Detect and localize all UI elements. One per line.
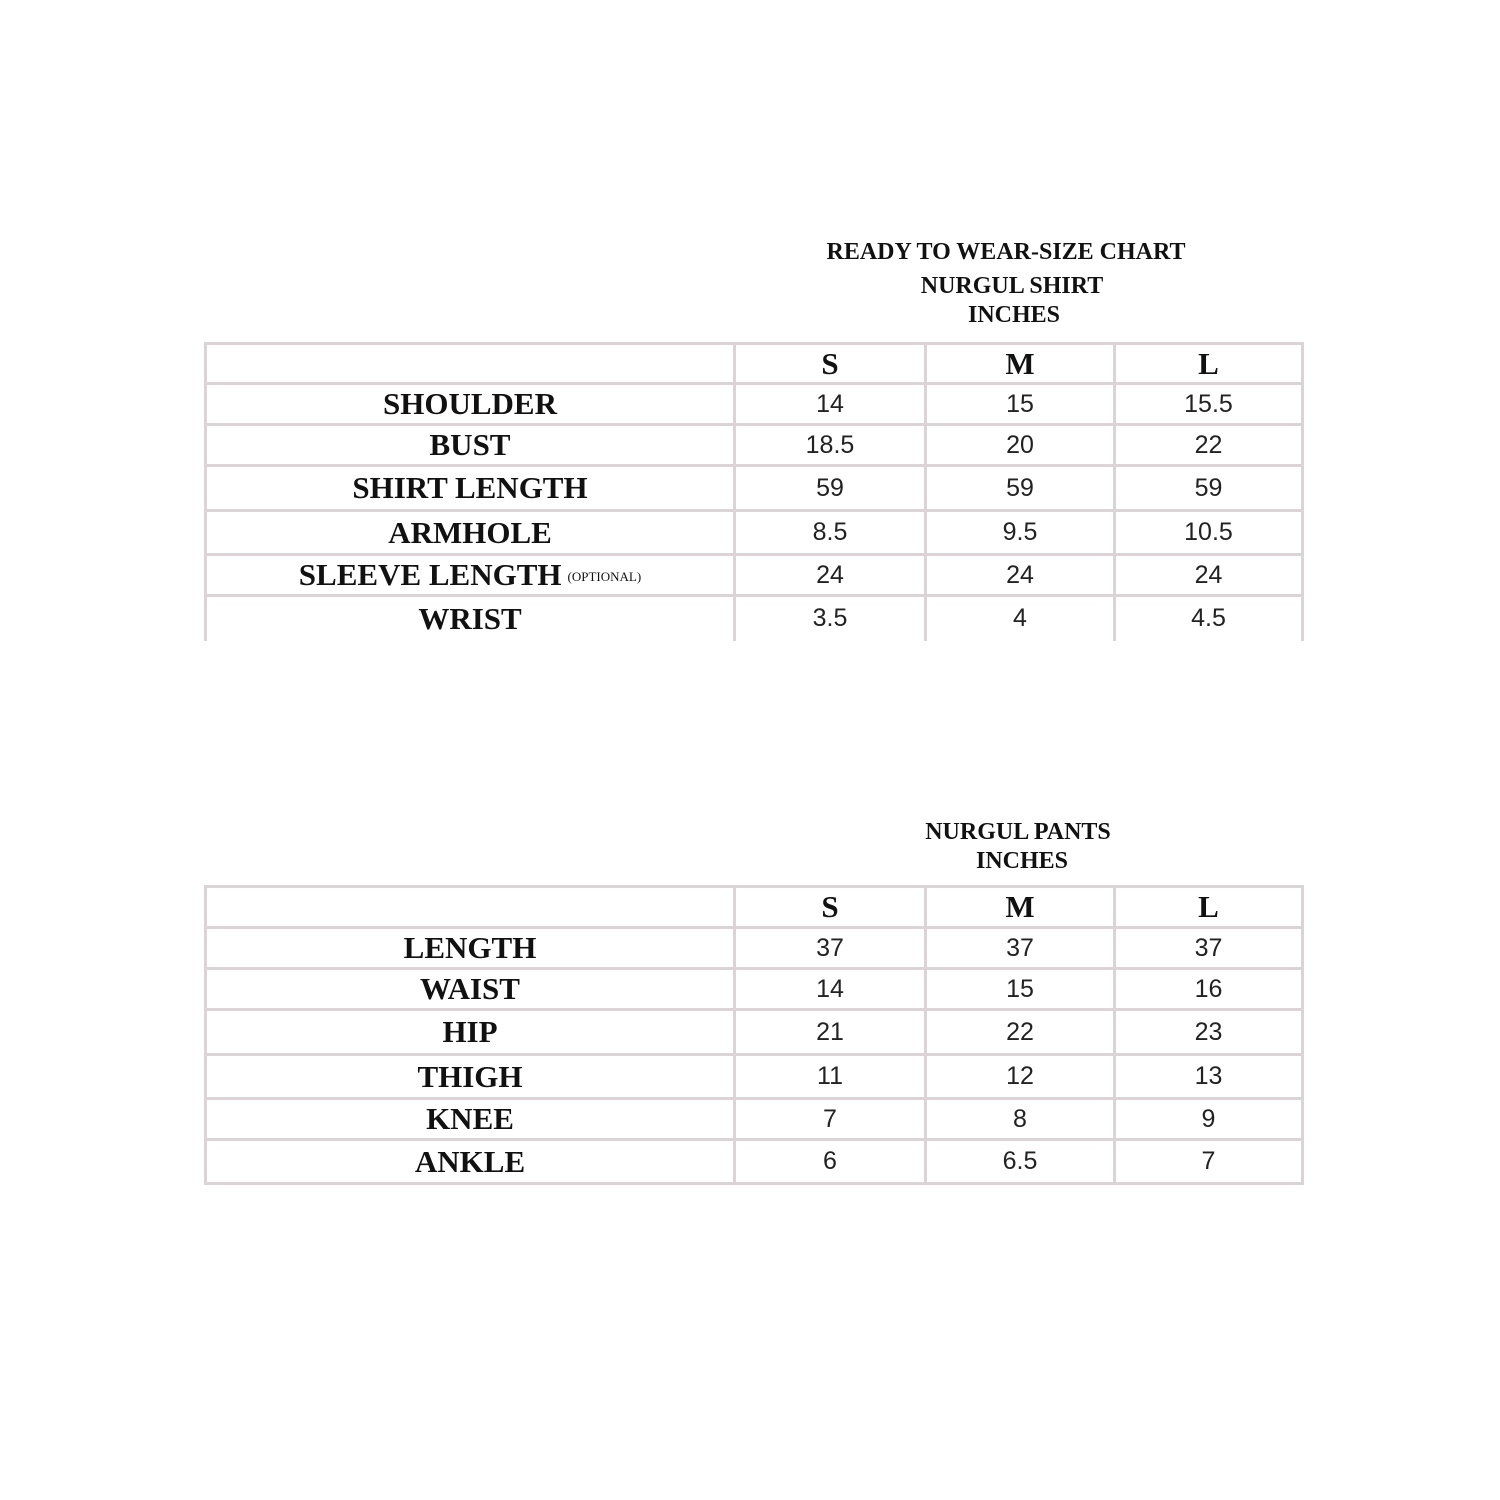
measurement-label: BUST bbox=[204, 423, 736, 467]
table-row: SHIRT LENGTH 59 59 59 bbox=[204, 464, 1304, 512]
table-row: ANKLE 6 6.5 7 bbox=[204, 1138, 1304, 1185]
measurement-value: 24 bbox=[733, 553, 927, 597]
measurement-label: THIGH bbox=[204, 1053, 736, 1100]
table-row: HIP 21 22 23 bbox=[204, 1008, 1304, 1056]
measurement-name: ARMHOLE bbox=[388, 514, 552, 550]
measurement-label: WAIST bbox=[204, 967, 736, 1011]
size-header-s: S bbox=[733, 342, 927, 385]
measurement-label: SLEEVE LENGTH (OPTIONAL) bbox=[204, 553, 736, 597]
table-row: ARMHOLE 8.5 9.5 10.5 bbox=[204, 509, 1304, 556]
measurement-name: BUST bbox=[429, 427, 511, 462]
measurement-value: 13 bbox=[1113, 1053, 1304, 1100]
measurement-value: 18.5 bbox=[733, 423, 927, 467]
measurement-label: SHOULDER bbox=[204, 382, 736, 426]
measurement-value: 16 bbox=[1113, 967, 1304, 1011]
measurement-value: 7 bbox=[1113, 1138, 1304, 1185]
chart-heading: READY TO WEAR-SIZE CHART bbox=[826, 239, 1186, 265]
measurement-label: LENGTH bbox=[204, 926, 736, 970]
measurement-value: 59 bbox=[733, 464, 927, 512]
pants-size-table: S M L LENGTH 37 37 37 WAIST 14 15 16 HIP 21 22 23 THIGH… bbox=[204, 885, 1304, 1185]
measurement-value: 23 bbox=[1113, 1008, 1304, 1056]
table-row: SLEEVE LENGTH (OPTIONAL) 24 24 24 bbox=[204, 553, 1304, 597]
empty-header-cell bbox=[204, 342, 736, 385]
measurement-value: 4 bbox=[924, 594, 1116, 641]
measurement-value: 15 bbox=[924, 382, 1116, 426]
measurement-value: 37 bbox=[1113, 926, 1304, 970]
measurement-value: 24 bbox=[1113, 553, 1304, 597]
measurement-value: 9.5 bbox=[924, 509, 1116, 556]
table-row: THIGH 11 12 13 bbox=[204, 1053, 1304, 1100]
size-header-s: S bbox=[733, 885, 927, 929]
measurement-name: LENGTH bbox=[403, 930, 537, 965]
measurement-value: 59 bbox=[1113, 464, 1304, 512]
measurement-value: 11 bbox=[733, 1053, 927, 1100]
size-header-m: M bbox=[924, 342, 1116, 385]
empty-header-cell bbox=[204, 885, 736, 929]
measurement-value: 22 bbox=[1113, 423, 1304, 467]
measurement-name: HIP bbox=[442, 1014, 498, 1049]
measurement-value: 21 bbox=[733, 1008, 927, 1056]
measurement-label: WRIST bbox=[204, 594, 736, 641]
measurement-name: SHIRT LENGTH bbox=[352, 470, 588, 505]
measurement-note: (OPTIONAL) bbox=[567, 569, 642, 584]
measurement-value: 59 bbox=[924, 464, 1116, 512]
measurement-label: KNEE bbox=[204, 1097, 736, 1141]
measurement-value: 9 bbox=[1113, 1097, 1304, 1141]
size-header-m: M bbox=[924, 885, 1116, 929]
size-header-l: L bbox=[1113, 885, 1304, 929]
measurement-value: 8.5 bbox=[733, 509, 927, 556]
measurement-value: 22 bbox=[924, 1008, 1116, 1056]
shirt-size-table: S M L SHOULDER 14 15 15.5 BUST 18.5 20 22 SHIRT LEN… bbox=[204, 342, 1304, 641]
measurement-value: 37 bbox=[924, 926, 1116, 970]
measurement-value: 6 bbox=[733, 1138, 927, 1185]
shirt-unit: INCHES bbox=[967, 302, 1061, 328]
measurement-name: WRIST bbox=[418, 600, 522, 636]
pants-title: NURGUL PANTS bbox=[925, 819, 1111, 845]
measurement-value: 37 bbox=[733, 926, 927, 970]
table-row: KNEE 7 8 9 bbox=[204, 1097, 1304, 1141]
shirt-title: NURGUL SHIRT bbox=[920, 273, 1104, 299]
measurement-value: 10.5 bbox=[1113, 509, 1304, 556]
measurement-value: 4.5 bbox=[1113, 594, 1304, 641]
measurement-value: 15 bbox=[924, 967, 1116, 1011]
size-header-l: L bbox=[1113, 342, 1304, 385]
table-row: WRIST 3.5 4 4.5 bbox=[204, 594, 1304, 641]
measurement-name: SLEEVE LENGTH bbox=[298, 557, 562, 592]
measurement-label: SHIRT LENGTH bbox=[204, 464, 736, 512]
measurement-name: ANKLE bbox=[414, 1143, 526, 1179]
measurement-name: KNEE bbox=[426, 1101, 514, 1136]
measurement-value: 6.5 bbox=[924, 1138, 1116, 1185]
measurement-label: ANKLE bbox=[204, 1138, 736, 1185]
measurement-value: 14 bbox=[733, 382, 927, 426]
table-row: BUST 18.5 20 22 bbox=[204, 423, 1304, 467]
pants-unit: INCHES bbox=[975, 848, 1069, 874]
measurement-value: 24 bbox=[924, 553, 1116, 597]
table-row: SHOULDER 14 15 15.5 bbox=[204, 382, 1304, 426]
measurement-value: 3.5 bbox=[733, 594, 927, 641]
measurement-value: 12 bbox=[924, 1053, 1116, 1100]
table-row: WAIST 14 15 16 bbox=[204, 967, 1304, 1011]
measurement-name: WAIST bbox=[420, 971, 520, 1006]
measurement-value: 7 bbox=[733, 1097, 927, 1141]
measurement-name: SHOULDER bbox=[383, 386, 557, 421]
table-row: LENGTH 37 37 37 bbox=[204, 926, 1304, 970]
measurement-label: ARMHOLE bbox=[204, 509, 736, 556]
measurement-name: THIGH bbox=[417, 1058, 523, 1094]
measurement-label: HIP bbox=[204, 1008, 736, 1056]
measurement-value: 20 bbox=[924, 423, 1116, 467]
measurement-value: 15.5 bbox=[1113, 382, 1304, 426]
measurement-value: 8 bbox=[924, 1097, 1116, 1141]
measurement-value: 14 bbox=[733, 967, 927, 1011]
